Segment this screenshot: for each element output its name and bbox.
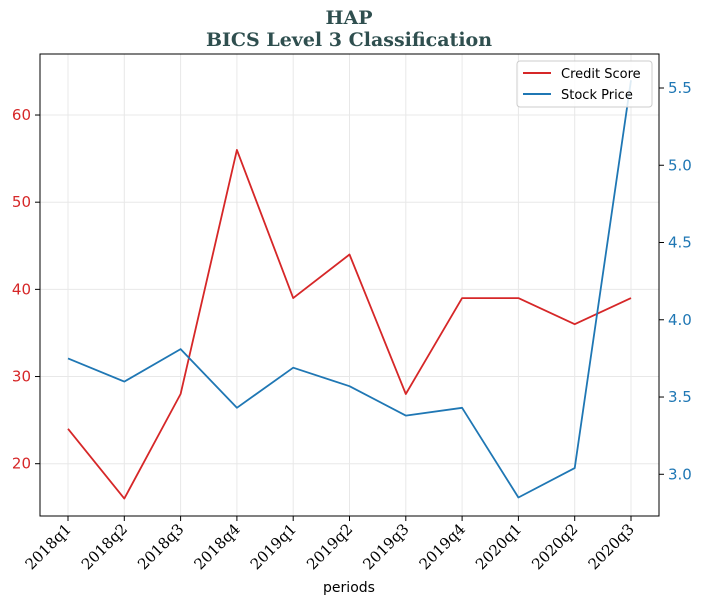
chart-title: HAP: [326, 7, 373, 29]
y-left-tick-label: 40: [12, 280, 31, 298]
x-tick-label: 2019q1: [247, 520, 300, 573]
y-right-tick-label: 5.0: [668, 156, 692, 174]
x-tick-label: 2019q4: [416, 520, 469, 573]
x-tick-label: 2020q3: [585, 520, 638, 573]
series-line-credit-score: [67, 148, 632, 500]
legend-label-stock-price: Stock Price: [561, 88, 633, 103]
y-right-tick-label: 3.0: [668, 465, 692, 483]
y-right-tick-label: 4.5: [668, 234, 692, 252]
chart-subtitle: BICS Level 3 Classification: [206, 29, 492, 51]
legend-label-credit-score: Credit Score: [561, 67, 641, 82]
x-tick-label: 2018q1: [22, 520, 75, 573]
x-tick-label: 2019q2: [303, 520, 356, 573]
legend: Credit Score Stock Price: [516, 60, 653, 108]
x-tick-label: 2018q3: [134, 520, 187, 573]
y-left-tick-label: 60: [12, 106, 31, 124]
x-tick-label: 2020q2: [528, 520, 581, 573]
grid: [40, 54, 659, 516]
x-axis-label: periods: [323, 580, 375, 596]
y-right-tick-label: 4.0: [668, 311, 692, 329]
y-left-tick-label: 30: [12, 368, 31, 386]
x-tick-label: 2018q4: [190, 520, 243, 573]
x-tick-label: 2018q2: [78, 520, 131, 573]
axis-ticks: 2018q1 2018q2 2018q3 2018q4 2019q1 2019q2 2019…: [12, 79, 692, 573]
y-right-tick-label: 5.5: [668, 79, 692, 97]
series-line-stock-price: [67, 80, 632, 499]
y-left-tick-label: 50: [12, 193, 31, 211]
x-tick-label: 2020q1: [472, 520, 525, 573]
x-tick-label: 2019q3: [359, 520, 412, 573]
series-lines: [67, 80, 632, 500]
y-right-tick-label: 3.5: [668, 388, 692, 406]
y-left-tick-label: 20: [12, 455, 31, 473]
